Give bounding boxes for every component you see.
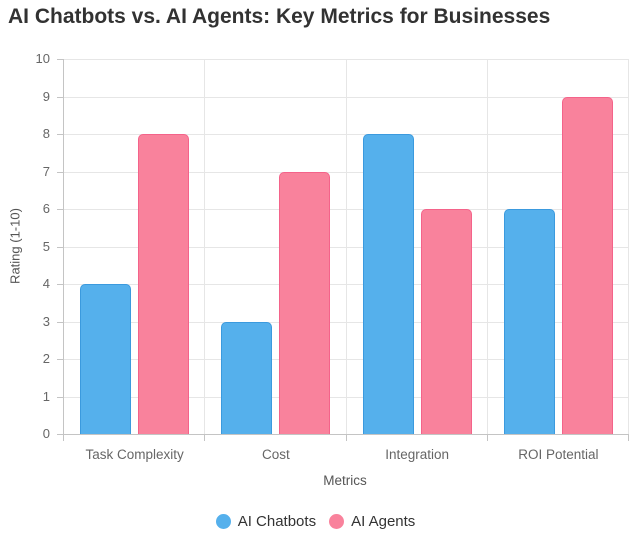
y-tick-label-10: 10	[35, 51, 50, 66]
gridline-y-6	[64, 209, 629, 210]
bar-ai-chatbots-task-complexity[interactable]	[80, 284, 132, 434]
y-tick-0	[57, 434, 63, 435]
x-tick-3	[486, 435, 488, 441]
y-tick-label-9: 9	[42, 88, 50, 104]
y-tick-label-2: 2	[42, 351, 50, 366]
legend-label-ai-chatbots: AI Chatbots	[237, 512, 317, 530]
bar-ai-agents-integration[interactable]	[420, 209, 472, 434]
y-tick-6	[57, 209, 63, 210]
legend-item-ai-chatbots[interactable]: AI Chatbots	[215, 512, 317, 530]
x-tick-label-roi-potential: ROI Potential	[518, 447, 599, 462]
bar-ai-agents-roi-potential[interactable]	[561, 96, 613, 434]
gridline-x-1	[204, 59, 206, 434]
y-tick-label-1: 1	[42, 388, 50, 404]
y-tick-label-8: 8	[42, 126, 50, 141]
x-tick-4	[628, 435, 629, 441]
x-tick-0	[63, 435, 64, 441]
y-tick-label-4: 4	[42, 276, 50, 291]
legend-label-ai-agents: AI Agents	[351, 512, 416, 530]
y-tick-8	[57, 134, 63, 135]
bar-ai-agents-cost[interactable]	[279, 171, 331, 434]
y-tick-7	[57, 171, 63, 173]
x-tick-label-task-complexity: Task Complexity	[85, 447, 184, 462]
y-tick-label-0: 0	[42, 426, 50, 441]
x-tick-2	[345, 435, 347, 441]
y-tick-label-3: 3	[42, 313, 50, 329]
y-tick-label-6: 6	[42, 201, 50, 216]
gridline-x-4	[628, 59, 629, 434]
gridline-y-7	[64, 171, 629, 173]
legend: AI Chatbots AI Agents	[0, 508, 631, 534]
gridline-y-10	[64, 59, 629, 60]
legend-dot-ai-agents	[329, 513, 345, 529]
y-tick-1	[57, 396, 63, 398]
gridline-x-2	[345, 59, 347, 434]
y-tick-label-5: 5	[42, 238, 50, 254]
y-tick-9	[57, 96, 63, 98]
bar-ai-chatbots-cost[interactable]	[221, 321, 273, 434]
x-axis-title: Metrics	[323, 473, 367, 488]
bar-ai-chatbots-integration[interactable]	[362, 134, 414, 434]
x-tick-1	[204, 435, 206, 441]
legend-dot-ai-chatbots	[215, 513, 231, 529]
y-tick-10	[57, 59, 63, 60]
bar-ai-chatbots-roi-potential[interactable]	[503, 209, 555, 434]
legend-item-ai-agents[interactable]: AI Agents	[329, 513, 415, 530]
x-tick-label-integration: Integration	[385, 447, 450, 462]
gridline-y-2	[64, 359, 629, 360]
gridline-y-1	[64, 396, 629, 398]
gridline-x-3	[486, 59, 488, 434]
y-tick-label-7: 7	[42, 163, 50, 179]
gridline-y-4	[64, 284, 629, 285]
gridline-y-9	[64, 96, 629, 98]
gridline-y-5	[64, 246, 629, 248]
plot-area	[63, 59, 629, 435]
y-tick-5	[57, 246, 63, 248]
gridline-y-3	[64, 321, 629, 323]
y-tick-4	[57, 284, 63, 285]
gridline-y-8	[64, 134, 629, 135]
y-tick-3	[57, 321, 63, 323]
y-tick-2	[57, 359, 63, 360]
x-tick-label-cost: Cost	[261, 447, 290, 462]
bar-ai-agents-task-complexity[interactable]	[138, 134, 190, 434]
chart-title: AI Chatbots vs. AI Agents: Key Metrics f…	[8, 5, 551, 28]
